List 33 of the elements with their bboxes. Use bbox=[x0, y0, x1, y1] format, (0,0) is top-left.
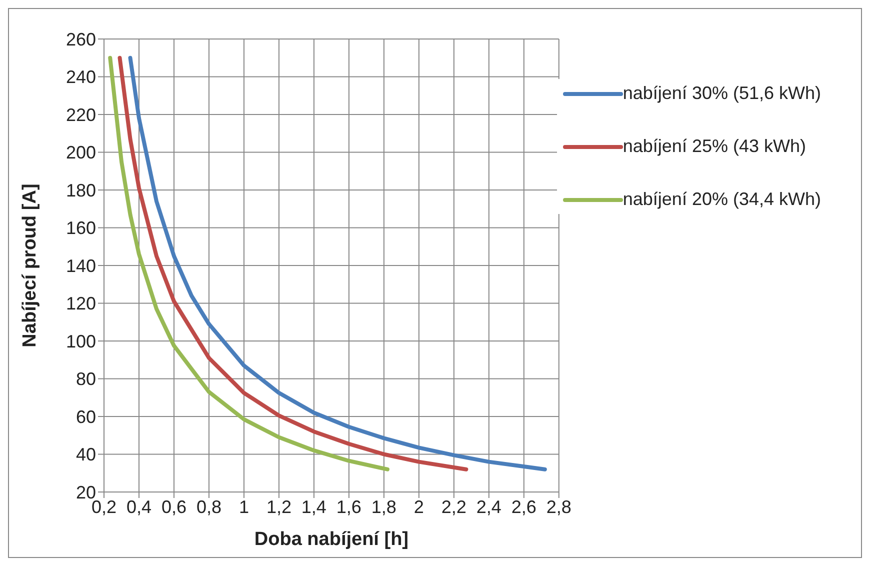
x-tick-label: 1,8 bbox=[371, 496, 396, 517]
x-tick-label: 0,6 bbox=[161, 496, 186, 517]
x-tick-label: 2,6 bbox=[511, 496, 536, 517]
y-tick-label: 260 bbox=[66, 29, 96, 50]
y-tick-label: 60 bbox=[76, 406, 96, 427]
y-tick-label: 220 bbox=[66, 104, 96, 125]
x-tick-label: 1,6 bbox=[336, 496, 362, 517]
y-tick-label: 120 bbox=[66, 294, 96, 314]
y-tick-label: 160 bbox=[66, 218, 96, 238]
x-tick-label: 2,2 bbox=[441, 496, 466, 517]
x-tick-label: 0,4 bbox=[126, 496, 152, 517]
x-tick-label: 1,4 bbox=[301, 496, 326, 517]
x-tick-label: 2,8 bbox=[546, 496, 572, 517]
y-tick-label: 180 bbox=[66, 180, 96, 200]
legend-label: nabíjení 25% (43 kWh) bbox=[622, 136, 806, 157]
y-tick-label: 200 bbox=[66, 142, 96, 163]
x-tick-label: 0,8 bbox=[196, 496, 222, 517]
y-tick-label: 40 bbox=[76, 444, 96, 465]
y-tick-label: 80 bbox=[76, 369, 96, 390]
y-tick-label: 240 bbox=[66, 67, 96, 88]
x-tick-label: 1,2 bbox=[266, 496, 292, 517]
y-tick-label: 100 bbox=[66, 331, 96, 352]
line-series bbox=[108, 56, 390, 472]
y-axis-title: Nabíjecí proud [A] bbox=[20, 184, 41, 348]
x-tick-label: 2,4 bbox=[476, 496, 502, 517]
line-series bbox=[128, 56, 547, 472]
x-axis-title: Doba nabíjení [h] bbox=[254, 529, 408, 550]
line-series bbox=[118, 56, 468, 472]
legend-label: nabíjení 20% (34,4 kWh) bbox=[622, 189, 821, 210]
legend-label: nabíjení 30% (51,6 kWh) bbox=[622, 83, 821, 104]
y-tick-label: 140 bbox=[66, 256, 96, 276]
x-tick-label: 2 bbox=[414, 496, 424, 517]
x-tick-label: 1 bbox=[238, 496, 249, 517]
